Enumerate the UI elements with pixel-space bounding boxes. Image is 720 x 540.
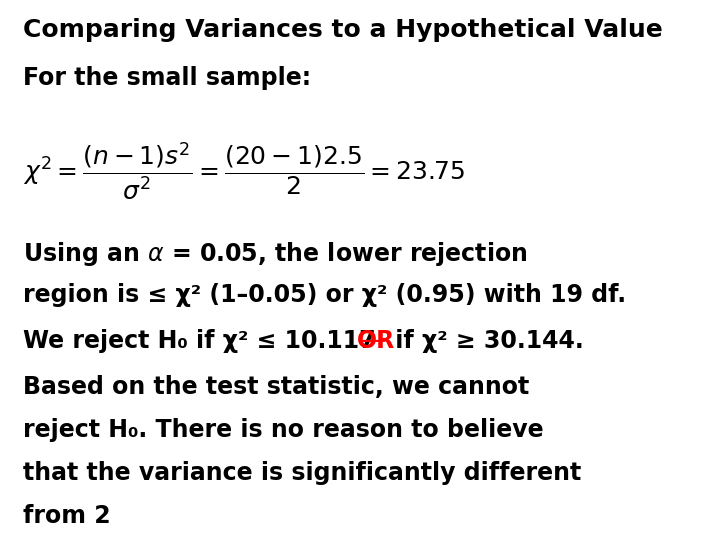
Text: $\chi^2 = \dfrac{(n-1)s^2}{\sigma^2} = \dfrac{(20-1)2.5}{2} = 23.75$: $\chi^2 = \dfrac{(n-1)s^2}{\sigma^2} = \… [23,141,465,202]
Text: reject H₀. There is no reason to believe: reject H₀. There is no reason to believe [23,418,544,442]
Text: from 2: from 2 [23,504,110,528]
Text: Using an $\alpha$ = 0.05, the lower rejection: Using an $\alpha$ = 0.05, the lower reje… [23,240,527,268]
Text: region is ≤ χ² (1–0.05) or χ² (0.95) with 19 df.: region is ≤ χ² (1–0.05) or χ² (0.95) wit… [23,284,626,307]
Text: OR: OR [357,329,395,353]
Text: that the variance is significantly different: that the variance is significantly diffe… [23,461,581,485]
Text: if χ² ≥ 30.144.: if χ² ≥ 30.144. [387,329,584,353]
Text: For the small sample:: For the small sample: [23,66,311,90]
Text: Based on the test statistic, we cannot: Based on the test statistic, we cannot [23,375,529,399]
Text: Comparing Variances to a Hypothetical Value: Comparing Variances to a Hypothetical Va… [23,17,662,42]
Text: We reject H₀ if χ² ≤ 10.117: We reject H₀ if χ² ≤ 10.117 [23,329,384,353]
